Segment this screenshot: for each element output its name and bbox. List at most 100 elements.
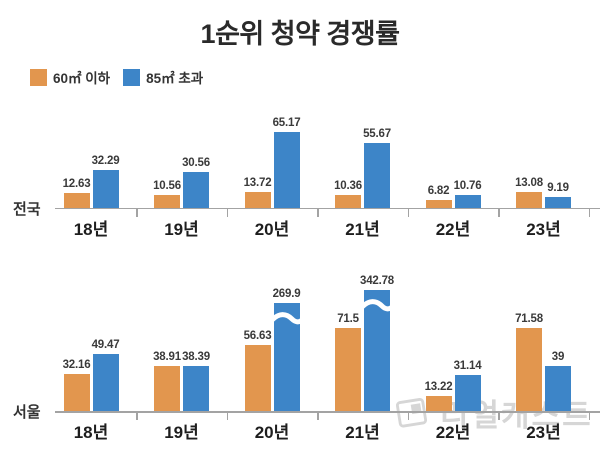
category-label: 20년 [254, 219, 290, 239]
bar: 10.56 [153, 180, 181, 208]
axis-tick [498, 207, 500, 217]
bar: 12.63 [63, 178, 91, 208]
legend-item-under-60: 60㎡ 이하 [30, 67, 110, 87]
row-label: 서울 [13, 404, 41, 421]
bar: 56.63 [244, 330, 272, 411]
bar-pair: 13.08 9.19 [515, 177, 571, 208]
realcast-logo-icon [395, 397, 428, 428]
bar-value-label: 13.08 [515, 177, 543, 190]
bar-value-label: 10.76 [453, 180, 482, 193]
bar: 13.08 [515, 177, 543, 208]
legend-swatch-blue [123, 68, 141, 86]
category-label: 18년 [73, 219, 109, 239]
axis-tick [317, 207, 319, 217]
category-label: 23년 [526, 423, 561, 442]
bar-value-label: 12.63 [62, 177, 91, 190]
bar-value-label: 269.9 [272, 288, 301, 300]
bar-pair: 10.36 55.67 [334, 128, 391, 208]
bar-value-label: 38.39 [182, 351, 210, 364]
category-label: 18년 [73, 423, 109, 442]
row-label: 전국 [13, 200, 41, 218]
bar: 6.82 [425, 185, 452, 208]
bar: 32.29 [92, 155, 120, 208]
bar: 65.17 [273, 117, 301, 208]
bar-value-label: 6.82 [427, 184, 450, 197]
bar-value-label: 31.14 [453, 359, 482, 372]
bar: 269.9 [271, 288, 302, 411]
bar-pair: 32.16 49.47 [63, 339, 120, 411]
bar-value-label: 49.47 [91, 338, 120, 351]
category-label: 19년 [164, 423, 199, 442]
category-label: 22년 [435, 219, 471, 239]
axis-tick [226, 207, 229, 217]
bar: 342.78 [360, 275, 394, 411]
bar: 31.14 [454, 360, 482, 411]
bar-value-label: 13.72 [243, 176, 272, 189]
bar: 32.16 [63, 359, 91, 411]
axis-break-wave [362, 299, 392, 312]
bar-value-label: 10.56 [153, 180, 181, 193]
axis-tick [226, 411, 229, 420]
category-label: 21년 [345, 219, 380, 239]
axis-tick [498, 411, 500, 420]
axis-tick [588, 411, 591, 420]
x-axis-line [55, 207, 600, 209]
category-label: 19년 [164, 219, 199, 239]
bar: 39 [545, 351, 571, 411]
x-axis-line [55, 411, 600, 413]
bar-pair: 71.5 342.78 [335, 275, 394, 411]
bar: 30.56 [182, 157, 210, 208]
axis-tick [317, 411, 319, 420]
bar-value-label: 32.16 [62, 358, 91, 371]
bar-value-label: 9.19 [547, 181, 569, 194]
axis-tick [407, 411, 410, 420]
bar-value-label: 342.78 [360, 275, 394, 287]
legend-label-under-60: 60㎡ 이하 [53, 71, 111, 86]
bar: 38.91 [153, 351, 181, 411]
bar: 13.72 [244, 177, 272, 208]
bar: 9.19 [545, 182, 571, 208]
legend-swatch-orange [30, 68, 47, 86]
bar: 55.67 [363, 128, 391, 208]
bar-pair: 13.72 65.17 [244, 117, 301, 208]
axis-tick [588, 207, 591, 217]
bar-value-label: 71.5 [337, 313, 359, 326]
category-label: 23년 [526, 219, 561, 239]
chart-title: 1순위 청약 경쟁률 [200, 19, 400, 49]
bar-value-label: 56.63 [243, 330, 272, 343]
category-label: 20년 [254, 423, 290, 442]
bar: 13.22 [425, 381, 453, 411]
bar: 71.5 [335, 313, 361, 411]
bar-value-label: 30.56 [182, 157, 210, 170]
bar: 38.39 [182, 351, 210, 411]
bar-pair: 13.22 31.14 [425, 360, 482, 411]
legend-item-over-85: 85㎡ 초과 [123, 67, 203, 87]
bar-pair: 71.58 39 [515, 313, 571, 411]
bar-pair: 56.63 269.9 [244, 288, 302, 411]
bar-value-label: 13.22 [424, 380, 453, 393]
bar-value-label: 38.91 [153, 350, 181, 363]
bar-value-label: 10.36 [334, 180, 362, 193]
axis-tick [136, 411, 138, 420]
axis-tick [136, 207, 138, 217]
legend: 60㎡ 이하 85㎡ 초과 [30, 67, 203, 87]
bar-value-label: 32.29 [91, 155, 120, 168]
category-label: 21년 [345, 423, 380, 442]
bar-pair: 12.63 32.29 [63, 155, 120, 208]
bar-value-label: 71.58 [515, 312, 543, 325]
bar-pair: 6.82 10.76 [425, 180, 482, 208]
axis-tick [407, 207, 410, 217]
bar-value-label: 39 [551, 350, 565, 363]
bar-pair: 10.56 30.56 [153, 157, 210, 208]
bar: 71.58 [515, 313, 543, 411]
bar: 10.76 [454, 180, 482, 208]
legend-label-over-85: 85㎡ 초과 [146, 71, 204, 86]
bar-value-label: 65.17 [272, 116, 301, 129]
bar-pair: 38.91 38.39 [153, 351, 210, 411]
category-label: 22년 [435, 423, 471, 442]
bar: 49.47 [92, 339, 120, 411]
axis-break-wave [271, 312, 302, 325]
bar: 10.36 [334, 180, 362, 208]
